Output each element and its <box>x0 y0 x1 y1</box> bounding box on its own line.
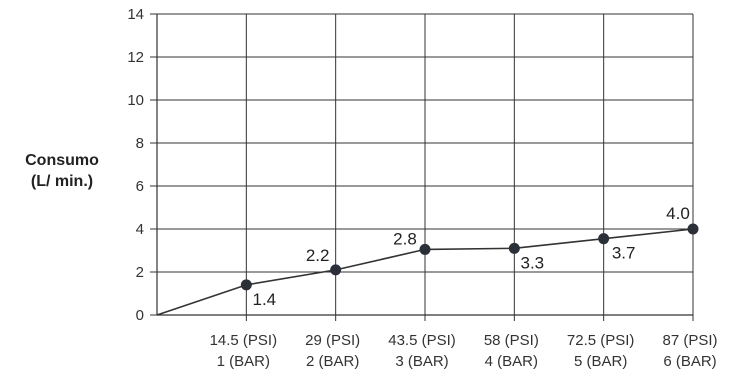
data-label: 2.2 <box>306 246 330 265</box>
x-tick-label-bar: 3 (BAR) <box>395 353 448 370</box>
x-tick-label-bar: 1 (BAR) <box>217 353 270 370</box>
x-tick-label-bar: 5 (BAR) <box>574 353 627 370</box>
data-point <box>330 264 342 276</box>
y-tick-label: 6 <box>136 178 144 195</box>
data-label: 3.3 <box>521 253 545 272</box>
x-tick-label-bar: 6 (BAR) <box>663 353 716 370</box>
data-label: 4.0 <box>666 204 690 223</box>
y-axis-label-line-2: (L/ min.) <box>31 173 93 190</box>
y-tick-label: 2 <box>136 264 144 281</box>
x-tick-label-bar: 4 (BAR) <box>485 353 538 370</box>
x-tick-label-bar: 2 (BAR) <box>306 353 359 370</box>
x-tick-label-psi: 87 (PSI) <box>662 332 717 349</box>
axes <box>150 13 694 321</box>
x-tick-labels: 14.5 (PSI) 1 (BAR) 29 (PSI) 2 (BAR) 43.5 (PS… <box>210 332 718 370</box>
y-tick-label: 14 <box>127 6 144 23</box>
y-tick-label: 12 <box>127 49 144 66</box>
data-labels: 1.4 2.2 2.8 3.3 3.7 4.0 <box>253 204 690 309</box>
data-label: 2.8 <box>393 229 417 248</box>
x-tick-label-psi: 58 (PSI) <box>484 332 539 349</box>
data-point <box>419 243 431 255</box>
data-series <box>156 223 699 316</box>
y-tick-labels: 0 2 4 6 8 10 12 14 <box>127 6 144 324</box>
x-tick-label-psi: 14.5 (PSI) <box>210 332 278 349</box>
data-point <box>508 242 520 254</box>
data-point <box>598 233 610 245</box>
data-label: 1.4 <box>253 290 277 309</box>
data-point <box>687 223 699 235</box>
y-tick-label: 10 <box>127 92 144 109</box>
data-point <box>240 279 252 291</box>
y-tick-label: 8 <box>136 135 144 152</box>
y-tick-label: 0 <box>136 307 144 324</box>
x-tick-label-psi: 43.5 (PSI) <box>388 332 456 349</box>
y-axis-label: Consumo (L/ min.) <box>25 152 99 190</box>
y-axis-label-line-1: Consumo <box>25 152 99 169</box>
grid <box>157 13 694 316</box>
y-tick-label: 4 <box>136 221 144 238</box>
x-tick-label-psi: 29 (PSI) <box>305 332 360 349</box>
x-tick-label-psi: 72.5 (PSI) <box>567 332 635 349</box>
data-label: 3.7 <box>612 244 636 263</box>
